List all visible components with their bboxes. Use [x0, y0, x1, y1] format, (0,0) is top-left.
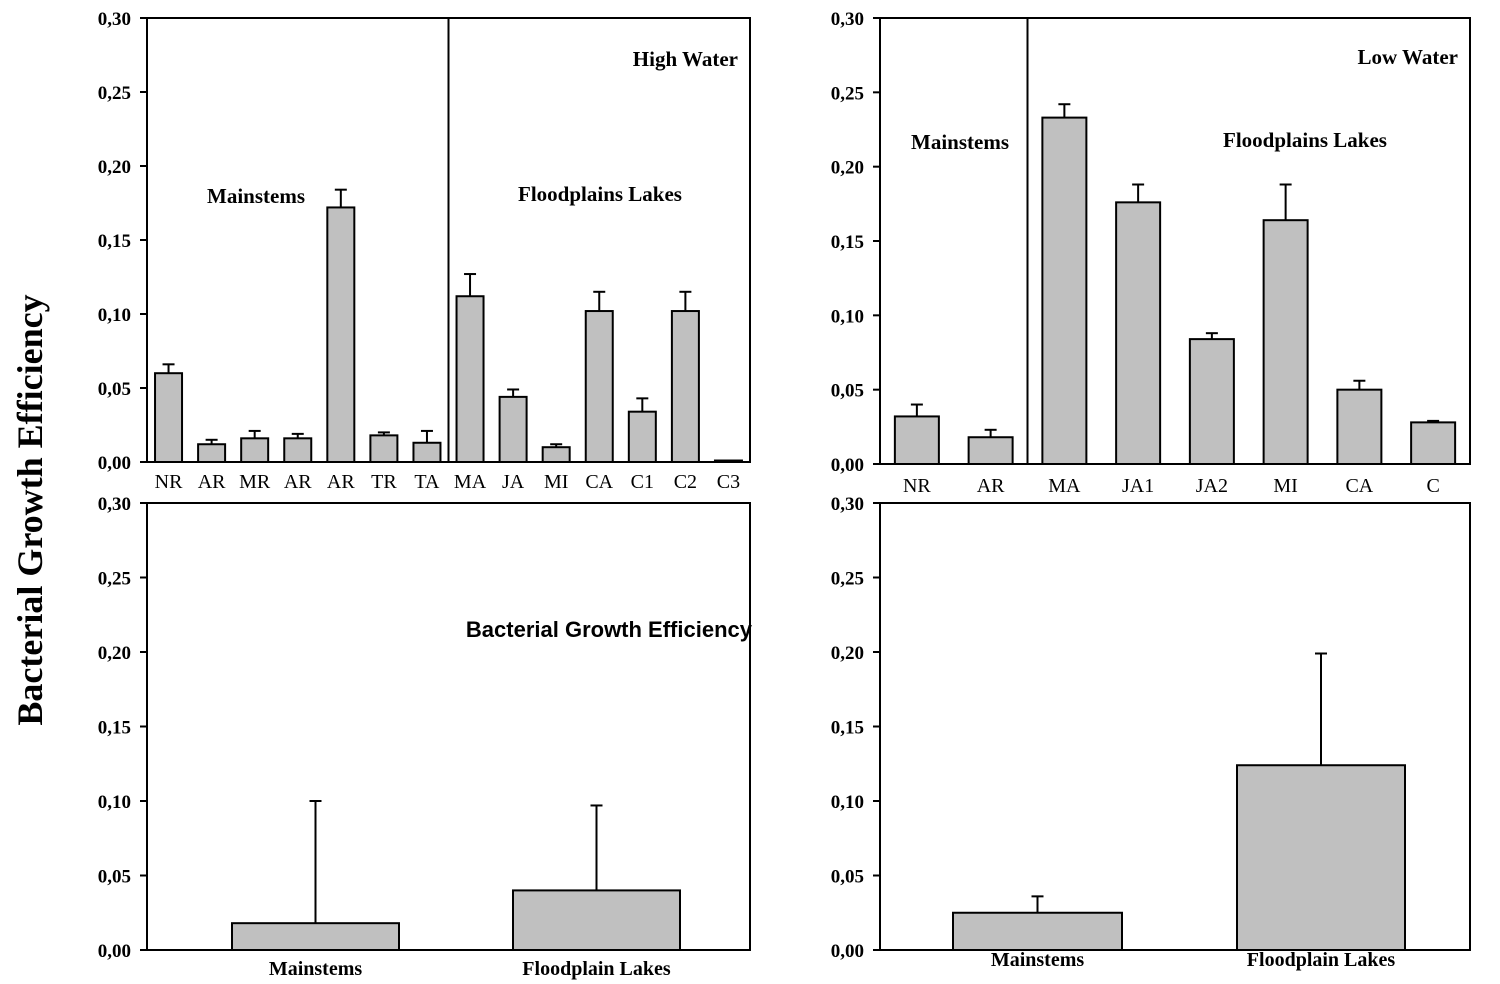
chart-panel-top-left: 0,00 0,05 0,10 0,15 0,20 0,25 0,30 NR AR MR AR AR TR… — [98, 9, 751, 493]
x-category-label: NR — [903, 475, 931, 497]
y-tick-label: 0,05 — [831, 381, 864, 402]
bar-1 — [231, 922, 400, 951]
bar-1 — [893, 415, 940, 465]
bar-3 — [1041, 116, 1088, 466]
x-category-label: TA — [414, 471, 440, 493]
bar-1 — [154, 372, 184, 464]
y-tick-label: 0,30 — [98, 494, 131, 515]
group-label: Mainstems — [911, 130, 1009, 154]
x-category-label: Floodplain Lakes — [1247, 949, 1396, 971]
x-category-label: JA2 — [1196, 475, 1228, 497]
bar-4 — [1115, 201, 1162, 465]
y-tick-label: 0,00 — [831, 455, 864, 476]
x-category-label: AR — [284, 471, 312, 493]
y-tick-label: 0,00 — [831, 941, 864, 962]
x-category-label: AR — [327, 471, 355, 493]
x-category-label: NR — [155, 471, 183, 493]
y-tick-label: 0,15 — [98, 231, 131, 252]
bar-3 — [240, 437, 270, 464]
x-category-label: CA — [1345, 475, 1373, 497]
bar-8 — [455, 295, 485, 463]
y-tick-label: 0,20 — [98, 157, 131, 178]
y-tick-label: 0,15 — [98, 718, 131, 739]
y-tick-label: 0,05 — [98, 379, 131, 400]
bar-2 — [512, 889, 681, 952]
bar-14 — [713, 459, 743, 463]
bar-6 — [1262, 219, 1309, 465]
x-category-label: TR — [371, 471, 397, 493]
x-category-label: C1 — [631, 471, 654, 493]
group-label: Floodplains Lakes — [1223, 128, 1387, 152]
y-tick-label: 0,20 — [98, 643, 131, 664]
bar-4 — [283, 437, 313, 464]
y-axis-label: Bacterial Growth Efficiency — [10, 294, 50, 725]
y-tick-label: 0,15 — [831, 718, 864, 739]
group-label: Mainstems — [207, 184, 305, 208]
y-tick-label: 0,05 — [98, 867, 131, 888]
y-tick-label: 0,25 — [831, 569, 864, 590]
bar-11 — [584, 310, 614, 464]
panel-title: High Water — [633, 47, 738, 71]
panels: 0,00 0,05 0,10 0,15 0,20 0,25 0,30 NR AR MR AR AR TR… — [98, 9, 1471, 980]
bar-7 — [412, 441, 442, 464]
y-tick-label: 0,10 — [98, 305, 131, 326]
x-category-label: Floodplain Lakes — [522, 958, 671, 980]
y-tick-label: 0,00 — [98, 453, 131, 474]
bar-2 — [197, 443, 227, 463]
x-category-label: C — [1426, 475, 1439, 497]
x-category-label: Mainstems — [269, 958, 363, 980]
bar-10 — [541, 446, 571, 464]
x-category-label: MR — [239, 471, 271, 493]
group-label: Floodplains Lakes — [518, 182, 682, 206]
y-tick-label: 0,00 — [98, 941, 131, 962]
bar-9 — [498, 395, 528, 464]
y-tick-label: 0,15 — [831, 232, 864, 253]
x-category-label: MI — [1273, 475, 1297, 497]
x-category-label: MI — [544, 471, 568, 493]
x-category-label: CA — [585, 471, 613, 493]
chart-panel-top-right: 0,00 0,05 0,10 0,15 0,20 0,25 0,30 NR AR MA JA1 JA2… — [831, 9, 1471, 497]
bar-12 — [627, 410, 657, 463]
bar-6 — [369, 434, 399, 463]
y-tick-label: 0,10 — [831, 792, 864, 813]
bar-5 — [326, 206, 356, 463]
y-tick-label: 0,25 — [98, 83, 131, 104]
y-tick-label: 0,30 — [98, 9, 131, 30]
y-tick-label: 0,30 — [831, 9, 864, 30]
x-category-label: MA — [454, 471, 487, 493]
y-tick-label: 0,20 — [831, 643, 864, 664]
bar-8 — [1410, 421, 1457, 465]
bar-13 — [670, 310, 700, 464]
chart-panel-bottom-left: 0,00 0,05 0,10 0,15 0,20 0,25 0,30 Mainstems Flo… — [98, 494, 753, 980]
y-tick-label: 0,20 — [831, 158, 864, 179]
y-tick-label: 0,05 — [831, 867, 864, 888]
x-category-label: JA1 — [1122, 475, 1154, 497]
bar-2 — [1236, 764, 1406, 951]
y-tick-label: 0,30 — [831, 494, 864, 515]
plot-frame — [146, 502, 751, 951]
bar-7 — [1336, 388, 1383, 465]
panel-title: Low Water — [1357, 45, 1458, 69]
y-tick-label: 0,25 — [831, 83, 864, 104]
x-category-label: C2 — [674, 471, 697, 493]
x-category-label: MA — [1048, 475, 1081, 497]
x-category-label: Mainstems — [991, 949, 1085, 971]
x-category-label: AR — [977, 475, 1005, 497]
bar-5 — [1188, 338, 1235, 465]
bar-2 — [967, 436, 1014, 465]
chart-panel-bottom-right: 0,00 0,05 0,10 0,15 0,20 0,25 0,30 Mainstems Flo… — [831, 494, 1471, 971]
x-category-label: JA — [502, 471, 525, 493]
y-tick-label: 0,10 — [98, 792, 131, 813]
y-tick-label: 0,10 — [831, 306, 864, 327]
y-tick-label: 0,25 — [98, 569, 131, 590]
bar-1 — [952, 911, 1123, 951]
x-category-label: AR — [198, 471, 226, 493]
panel-title: Bacterial Growth Efficiency — [466, 617, 753, 642]
x-category-label: C3 — [717, 471, 740, 493]
